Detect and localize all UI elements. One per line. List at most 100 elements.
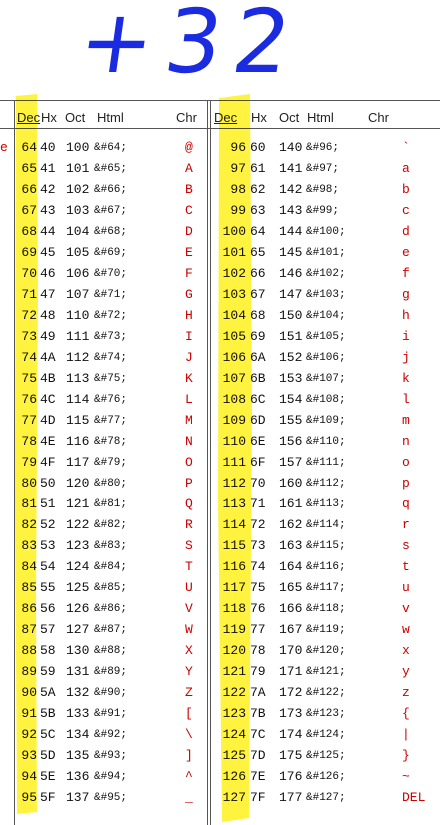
chr-cell: P <box>185 475 193 491</box>
dec-cell: 73 <box>21 328 37 344</box>
chr-cell: A <box>185 160 193 176</box>
hex-cell: 5A <box>40 685 56 701</box>
oct-cell: 144 <box>279 223 303 239</box>
oct-cell: 143 <box>279 202 303 218</box>
oct-cell: 166 <box>279 601 303 617</box>
hex-cell: 71 <box>250 496 266 512</box>
html-cell: &#89; <box>94 666 128 679</box>
oct-cell: 160 <box>279 475 303 491</box>
oct-cell: 127 <box>66 622 90 638</box>
oct-cell: 170 <box>279 643 303 659</box>
chr-cell: n <box>402 433 410 449</box>
html-cell: &#64; <box>94 142 128 154</box>
hex-cell: 79 <box>250 664 266 680</box>
hex-cell: 53 <box>40 538 56 554</box>
dec-cell: 124 <box>222 727 246 743</box>
html-cell: &#88; <box>94 645 128 658</box>
hex-cell: 7C <box>250 727 266 743</box>
chr-cell: G <box>185 286 193 302</box>
html-cell: &#82; <box>94 519 128 532</box>
html-cell: &#67; <box>94 204 128 217</box>
html-cell: &#81; <box>94 498 128 511</box>
dec-cell: 92 <box>21 727 37 743</box>
html-cell: &#107; <box>306 372 346 385</box>
oct-cell: 114 <box>66 391 90 407</box>
chr-cell: b <box>402 181 410 197</box>
dec-cell: 71 <box>21 286 37 302</box>
hex-cell: 6C <box>250 391 266 407</box>
hex-cell: 5F <box>40 790 56 806</box>
hex-cell: 75 <box>250 580 266 596</box>
chr-cell: U <box>185 580 193 596</box>
html-cell: &#73; <box>94 330 128 343</box>
hex-cell: 61 <box>250 160 266 176</box>
html-cell: &#83; <box>94 540 128 553</box>
oct-cell: 146 <box>279 265 303 281</box>
html-cell: &#68; <box>94 225 128 238</box>
oct-cell: 120 <box>66 475 90 491</box>
chr-cell: @ <box>185 140 193 155</box>
oct-cell: 171 <box>279 664 303 680</box>
dec-cell: 114 <box>222 517 246 533</box>
chr-cell: B <box>185 181 193 197</box>
chr-cell: \ <box>185 727 193 743</box>
chr-cell: F <box>185 265 193 281</box>
hex-cell: 50 <box>40 475 56 491</box>
chr-cell: C <box>185 202 193 218</box>
hex-cell: 47 <box>40 286 56 302</box>
dec-cell: 118 <box>222 601 246 617</box>
chr-cell: h <box>402 307 410 323</box>
hex-cell: 54 <box>40 559 56 575</box>
dec-cell: 95 <box>21 790 37 806</box>
chr-cell: | <box>402 727 410 743</box>
column-header: Dec <box>17 110 41 125</box>
oct-cell: 116 <box>66 433 90 449</box>
html-cell: &#86; <box>94 603 128 616</box>
oct-cell: 111 <box>66 328 90 344</box>
hex-cell: 52 <box>40 517 56 533</box>
html-cell: &#119; <box>306 624 346 637</box>
chr-cell: _ <box>185 790 193 806</box>
chr-cell: a <box>402 160 410 176</box>
chr-cell: o <box>402 454 410 470</box>
oct-cell: 132 <box>66 685 90 701</box>
hex-cell: 76 <box>250 601 266 617</box>
chr-cell: x <box>402 643 410 659</box>
html-cell: &#116; <box>306 561 346 574</box>
hex-cell: 51 <box>40 496 56 512</box>
chr-cell: l <box>402 391 410 407</box>
html-cell: &#102; <box>306 267 346 280</box>
oct-cell: 151 <box>279 328 303 344</box>
html-cell: &#121; <box>306 666 346 679</box>
chr-cell: p <box>402 475 410 491</box>
chr-cell: t <box>402 559 410 575</box>
dec-cell: 90 <box>21 685 37 701</box>
dec-cell: 72 <box>21 307 37 323</box>
oct-cell: 122 <box>66 517 90 533</box>
chr-cell: ^ <box>185 769 193 785</box>
oct-cell: 115 <box>66 412 90 428</box>
html-cell: &#96; <box>306 142 340 154</box>
chr-cell: Z <box>185 685 193 701</box>
chr-cell: i <box>402 328 410 344</box>
html-cell: &#65; <box>94 162 128 175</box>
dec-cell: 97 <box>230 160 246 176</box>
table-top-border <box>0 100 440 101</box>
hex-cell: 64 <box>250 223 266 239</box>
dec-cell: 82 <box>21 517 37 533</box>
dec-cell: 125 <box>222 748 246 764</box>
html-cell: &#75; <box>94 372 128 385</box>
html-cell: &#125; <box>306 750 346 763</box>
html-cell: &#108; <box>306 393 346 406</box>
dec-cell: 123 <box>222 706 246 722</box>
chr-cell: X <box>185 643 193 659</box>
dec-cell: 89 <box>21 664 37 680</box>
html-cell: &#94; <box>94 771 128 784</box>
html-cell: &#84; <box>94 561 128 574</box>
oct-cell: 105 <box>66 244 90 260</box>
oct-cell: 177 <box>279 790 303 806</box>
chr-cell: u <box>402 580 410 596</box>
html-cell: &#91; <box>94 708 128 721</box>
chr-cell: r <box>402 517 410 533</box>
html-cell: &#79; <box>94 456 128 469</box>
